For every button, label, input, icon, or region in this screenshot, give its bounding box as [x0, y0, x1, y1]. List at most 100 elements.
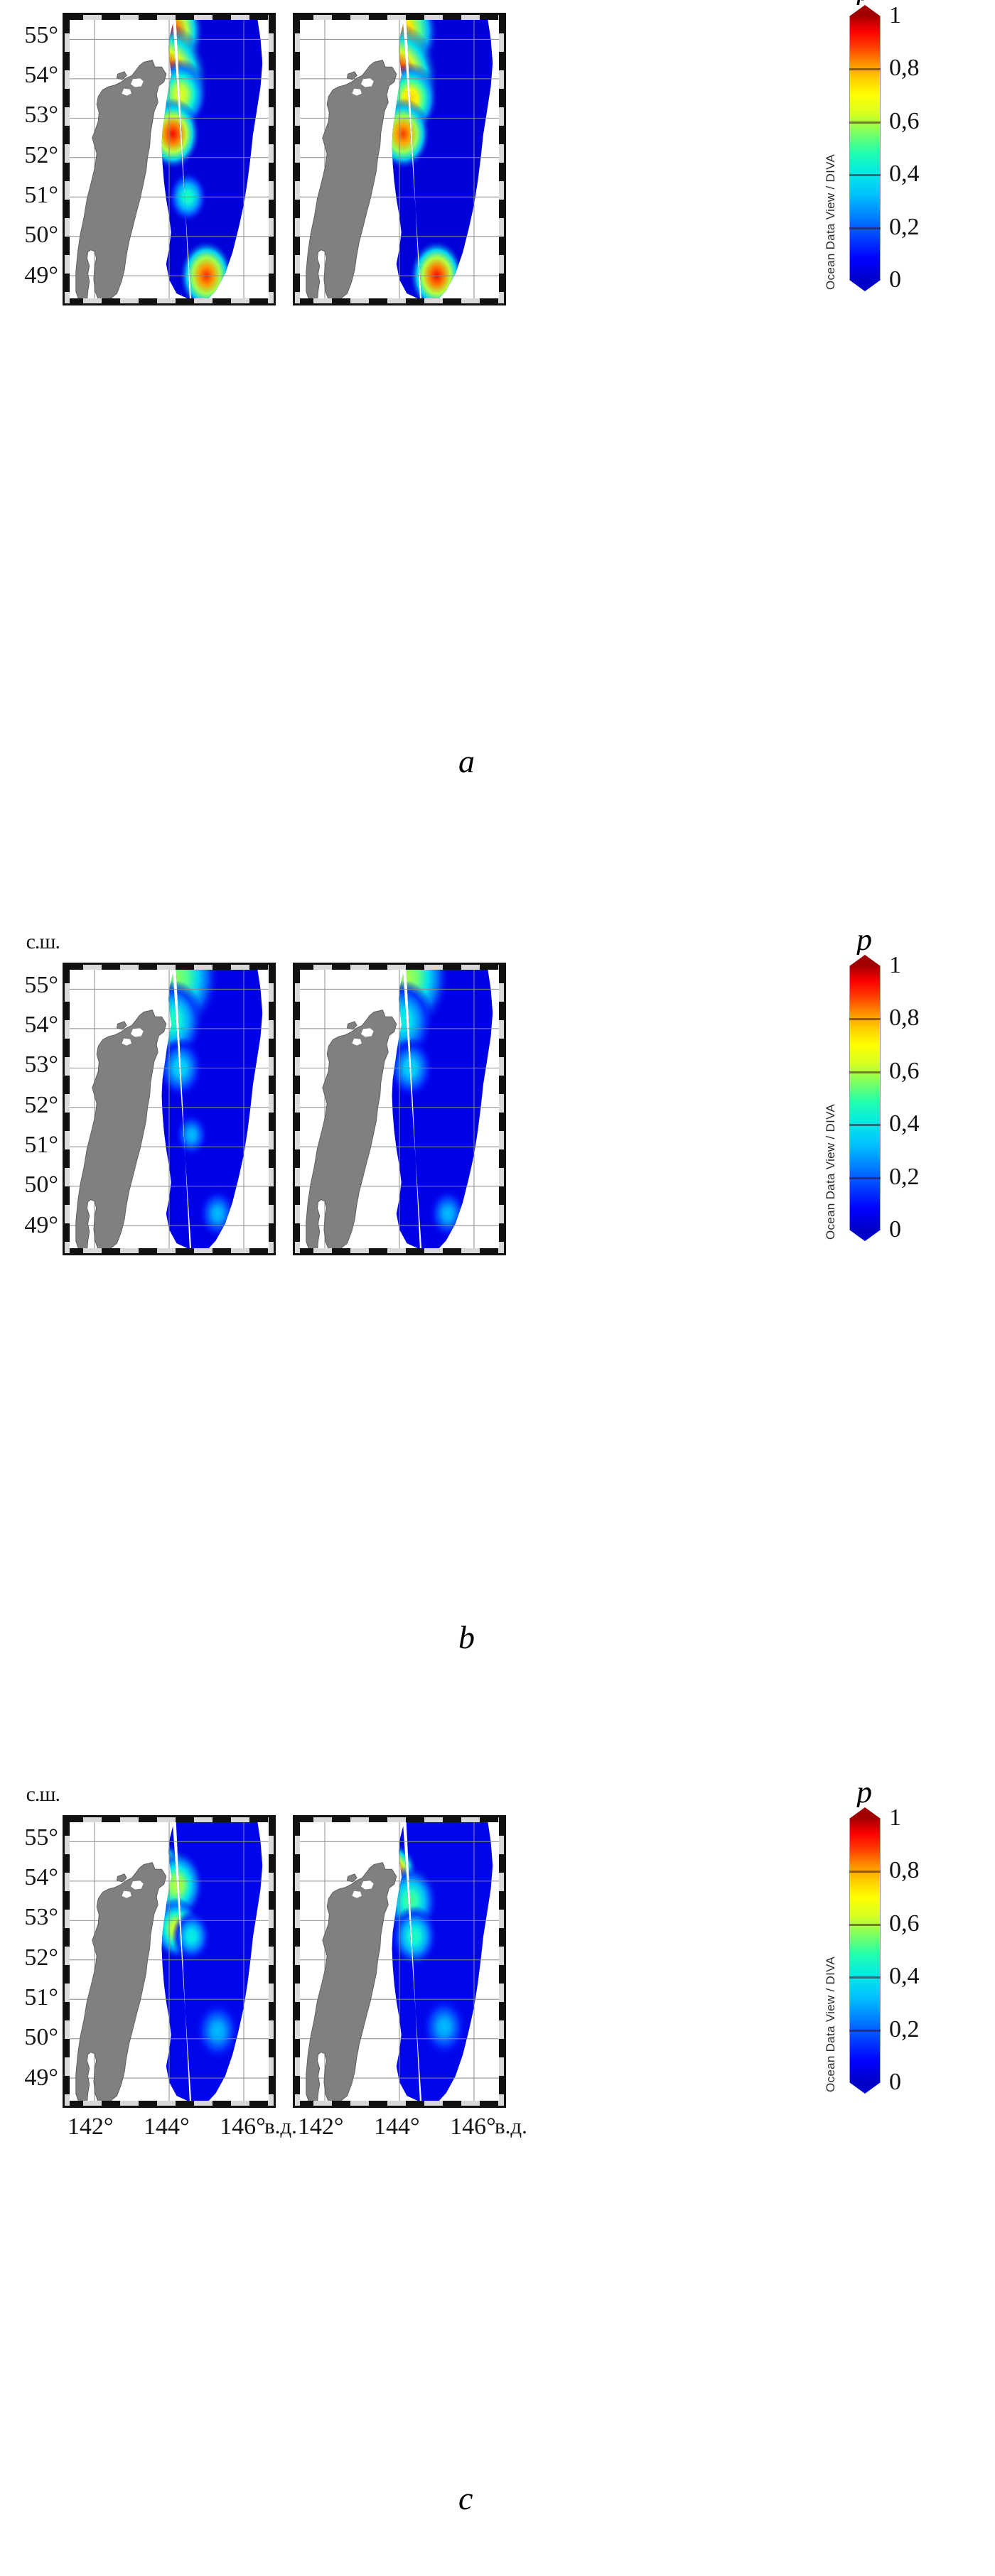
- frame-ticks-left: [295, 965, 300, 1253]
- colorbar-tick-label: 0,6: [889, 1057, 920, 1084]
- frame-ticks-left: [65, 1817, 70, 2106]
- map-c-right: [293, 1815, 506, 2108]
- y-axis-tick: 54°: [24, 62, 58, 89]
- frame-ticks-bottom: [295, 298, 504, 303]
- colorbar-tick-label: 0,6: [889, 1910, 920, 1937]
- frame-ticks-left: [295, 1817, 300, 2106]
- y-axis-tick: 52°: [24, 141, 58, 168]
- colorbar-cap-bottom: [849, 2082, 881, 2094]
- y-axis-tick: 52°: [24, 1091, 58, 1118]
- landmass: [306, 1010, 397, 1252]
- colorbar-title: p: [856, 922, 872, 957]
- probability-field: [65, 15, 274, 303]
- y-axis-tick: 51°: [24, 1984, 58, 2011]
- frame-ticks-right: [499, 15, 504, 303]
- colorbar-tick: [849, 2029, 881, 2032]
- y-axis-tick: 55°: [24, 21, 58, 48]
- colorbar-tick: [849, 227, 881, 229]
- x-axis-unit: в.д.: [495, 2114, 527, 2138]
- probability-field: [295, 1817, 504, 2106]
- colorbar-tick: [849, 1176, 881, 1179]
- frame-ticks-right: [269, 15, 274, 303]
- colorbar-c: p 1 0,8 0,6 0,4 0,2 0 Ocean Data View / DIVA: [824, 1774, 991, 2116]
- colorbar-tick-label: 0,2: [889, 213, 920, 240]
- x-axis-tick: 144°: [144, 2114, 190, 2140]
- colorbar-tick: [849, 1124, 881, 1127]
- frame-ticks-bottom: [65, 298, 274, 303]
- colorbar-tick: [849, 1018, 881, 1021]
- frame-ticks-top: [295, 15, 504, 20]
- colorbar-tick-label: 0,2: [889, 2015, 920, 2042]
- landmass: [75, 1010, 167, 1252]
- x-axis-tick: 142°: [297, 2114, 344, 2140]
- frame-ticks-right: [499, 1817, 504, 2106]
- colorbar-cap-top: [849, 1807, 881, 1819]
- colorbar-tick-label: 0,4: [889, 161, 920, 188]
- y-axis-tick: 55°: [24, 1824, 58, 1851]
- colorbar-tick-label: 0,8: [889, 1005, 920, 1032]
- panel-a: с.ш. 55° 54° 53° 52° 51° 50° 49° p 1 0,8 0,6 0,4 0,2 0…: [0, 0, 995, 824]
- x-axis-tick: 146°: [220, 2114, 266, 2140]
- landmass: [306, 1862, 397, 2105]
- probability-field: [295, 965, 504, 1253]
- colorbar-tick-label: 0: [889, 2069, 901, 2095]
- frame-ticks-bottom: [65, 1248, 274, 1253]
- panel-b: с.ш. 55° 54° 53° 52° 51° 50° 49° p 1 0,8 0,6 0,4 0,2 0…: [0, 824, 995, 1769]
- probability-field: [295, 15, 504, 303]
- colorbar-cap-bottom: [849, 1230, 881, 1241]
- y-axis-tick: 55°: [24, 971, 58, 998]
- map-a-left: [63, 13, 276, 305]
- probability-field: [65, 1817, 274, 2106]
- panel-letter-c: c: [458, 2480, 473, 2516]
- landmass: [75, 1862, 167, 2105]
- y-axis-tick: 50°: [24, 1171, 58, 1198]
- y-axis-tick: 52°: [24, 1944, 58, 1971]
- panel-letter-a: a: [458, 743, 475, 779]
- colorbar-title: p: [856, 1775, 872, 1809]
- y-axis-tick: 49°: [24, 2064, 58, 2091]
- probability-field: [65, 965, 274, 1253]
- map-b-right: [293, 963, 506, 1255]
- map-a-right: [293, 13, 506, 305]
- odv-credit: Ocean Data View / DIVA: [824, 1103, 837, 1240]
- colorbar-tick-label: 0,2: [889, 1163, 920, 1190]
- colorbar-tick: [849, 1923, 881, 1926]
- y-axis-tick: 50°: [24, 2024, 58, 2051]
- frame-ticks-top: [295, 1817, 504, 1822]
- frame-ticks-right: [269, 965, 274, 1253]
- colorbar-gradient: [849, 16, 881, 280]
- frame-ticks-left: [65, 965, 70, 1253]
- colorbar-tick-label: 0: [889, 266, 901, 293]
- colorbar-tick-label: 0,8: [889, 1857, 920, 1884]
- frame-ticks-right: [499, 965, 504, 1253]
- panel-letter-b: b: [458, 1619, 475, 1655]
- colorbar-tick-label: 1: [889, 1804, 901, 1831]
- colorbar-tick: [849, 174, 881, 177]
- colorbar-tick-label: 1: [889, 952, 901, 978]
- frame-ticks-bottom: [295, 2101, 504, 2106]
- colorbar-cap-top: [849, 5, 881, 16]
- y-axis-tick: 53°: [24, 1051, 58, 1078]
- frame-ticks-top: [65, 965, 274, 970]
- colorbar-tick: [849, 1071, 881, 1073]
- x-axis-unit: в.д.: [264, 2114, 297, 2138]
- colorbar-tick: [849, 68, 881, 71]
- frame-ticks-bottom: [295, 1248, 504, 1253]
- odv-credit: Ocean Data View / DIVA: [824, 1956, 837, 2092]
- frame-ticks-left: [295, 15, 300, 303]
- colorbar-tick-label: 0,8: [889, 55, 920, 82]
- y-axis-tick: 53°: [24, 102, 58, 129]
- colorbar-tick-label: 0: [889, 1216, 901, 1243]
- frame-ticks-top: [65, 15, 274, 20]
- x-axis-tick: 144°: [374, 2114, 420, 2140]
- landmass: [306, 60, 397, 303]
- colorbar-tick-label: 1: [889, 2, 901, 28]
- y-axis-tick: 51°: [24, 1132, 58, 1159]
- y-axis-c: с.ш. 55° 54° 53° 52° 51° 50° 49°: [0, 1782, 61, 2118]
- y-axis-tick: 51°: [24, 182, 58, 209]
- frame-ticks-right: [269, 1817, 274, 2106]
- y-axis-unit: с.ш.: [26, 1782, 60, 1806]
- frame-ticks-bottom: [65, 2101, 274, 2106]
- colorbar-tick: [849, 1871, 881, 1873]
